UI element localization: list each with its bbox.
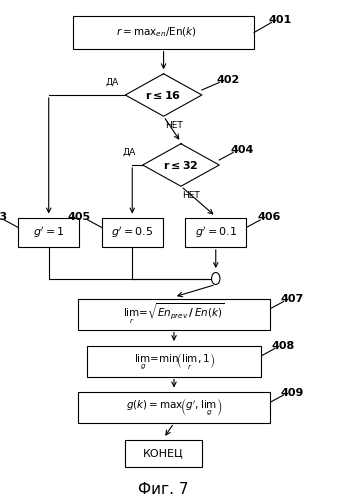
Text: $g'=0.1$: $g'=0.1$ (195, 225, 237, 240)
Text: НЕТ: НЕТ (165, 120, 183, 130)
FancyBboxPatch shape (102, 218, 163, 247)
Text: 403: 403 (0, 212, 7, 222)
Text: ДА: ДА (122, 148, 136, 157)
FancyBboxPatch shape (78, 392, 270, 423)
Text: $\lim_g = \min\!\left(\lim_r, 1\right)$: $\lim_g = \min\!\left(\lim_r, 1\right)$ (134, 351, 214, 371)
FancyBboxPatch shape (78, 298, 270, 330)
Polygon shape (143, 144, 219, 186)
Text: ДА: ДА (105, 78, 118, 87)
FancyBboxPatch shape (18, 218, 79, 247)
FancyBboxPatch shape (185, 218, 246, 247)
Text: НЕТ: НЕТ (182, 190, 200, 200)
Text: 404: 404 (230, 145, 254, 155)
Text: КОНЕЦ: КОНЕЦ (143, 448, 184, 458)
Text: $\mathbf{r{\leq}16}$: $\mathbf{r{\leq}16}$ (145, 89, 182, 101)
Text: $g'=0.5$: $g'=0.5$ (111, 225, 153, 240)
FancyBboxPatch shape (87, 346, 261, 376)
Text: 407: 407 (281, 294, 304, 304)
Polygon shape (125, 74, 202, 116)
Text: 409: 409 (280, 388, 304, 398)
Text: $r = \mathrm{max}_{en}/\mathrm{En}(k)$: $r = \mathrm{max}_{en}/\mathrm{En}(k)$ (116, 26, 197, 40)
FancyBboxPatch shape (125, 440, 202, 467)
Text: $\lim_r = \sqrt{En_{prev} \mathbf{/} \, En(k)}$: $\lim_r = \sqrt{En_{prev} \mathbf{/} \, … (123, 302, 225, 326)
Text: $\mathbf{r{\leq}32}$: $\mathbf{r{\leq}32}$ (163, 159, 199, 171)
Text: 401: 401 (269, 15, 292, 25)
Text: 408: 408 (272, 341, 295, 351)
Text: 405: 405 (68, 212, 91, 222)
Circle shape (212, 272, 220, 284)
Text: Фиг. 7: Фиг. 7 (138, 482, 189, 496)
Text: $g(k) = \max\!\left(g', \lim_g\right)$: $g(k) = \max\!\left(g', \lim_g\right)$ (126, 397, 222, 418)
Text: $g'=1$: $g'=1$ (33, 225, 64, 240)
Text: 402: 402 (216, 75, 239, 85)
Text: 406: 406 (257, 212, 280, 222)
FancyBboxPatch shape (73, 16, 254, 48)
